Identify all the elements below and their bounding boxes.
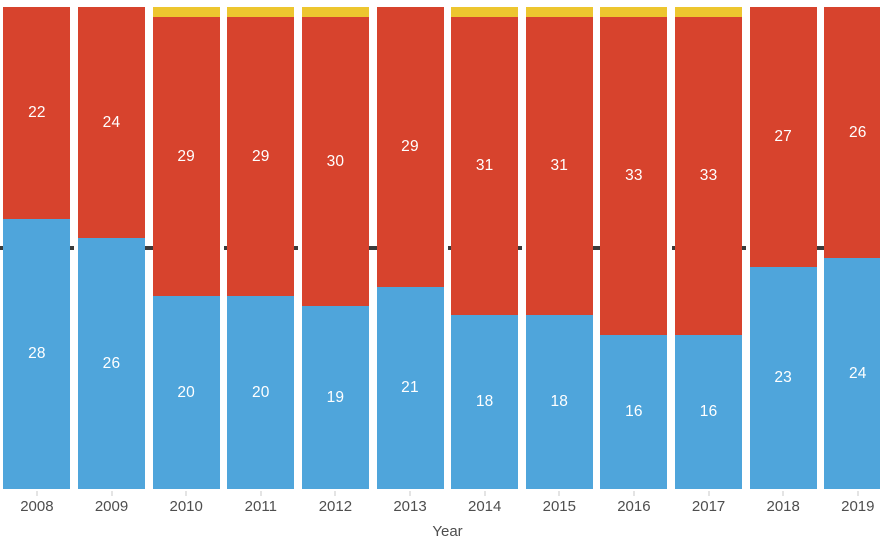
value-label-red-top-segment-2016: 33 (625, 166, 643, 184)
bar-2016: 16 33 (600, 7, 668, 489)
yellow-cap-segment-2014 (451, 7, 519, 17)
x-axis-label-2018: 2018 (766, 498, 800, 515)
value-label-red-top-segment-2015: 31 (550, 157, 569, 175)
x-axis-label-2008: 2008 (20, 498, 54, 515)
x-axis-label-2009: 2009 (94, 498, 129, 515)
value-label-blue-bottom-segment-2015: 18 (550, 393, 569, 411)
value-label-red-top-segment-2014: 31 (475, 157, 494, 175)
bar-2019: 24 26 (824, 7, 880, 489)
red-top-segment-2013: 29 (376, 7, 444, 287)
x-axis: 2008 2009 2010 2011 2012 2013 2014 2015 2016 2017… (0, 489, 880, 519)
yellow-cap-segment-2010 (152, 7, 220, 17)
value-label-blue-bottom-segment-2019: 24 (848, 364, 867, 382)
x-axis-label-2010: 2010 (169, 498, 203, 515)
blue-bottom-segment-2012: 19 (301, 305, 369, 489)
bar-2010: 20 29 (152, 7, 220, 489)
bar-2018: 23 27 (749, 7, 817, 489)
bar-2013: 21 29 (376, 7, 444, 489)
red-top-segment-2016: 33 (600, 16, 668, 335)
blue-bottom-segment-2015: 18 (525, 315, 593, 489)
x-axis-tick-2018 (782, 491, 784, 496)
yellow-cap-segment-2012 (301, 7, 369, 17)
bar-2017: 16 33 (675, 7, 743, 489)
value-label-red-top-segment-2008: 22 (28, 104, 46, 122)
blue-bottom-segment-2013: 21 (376, 286, 444, 489)
x-axis-label-2014: 2014 (468, 498, 502, 515)
x-axis-tick-2016 (633, 491, 635, 496)
red-top-segment-2008: 22 (3, 7, 71, 220)
yellow-cap-segment-2016 (600, 7, 668, 17)
x-axis-tick-2013 (409, 491, 411, 496)
bar-2015: 18 31 (525, 7, 593, 489)
plot-area: 28 22 26 24 20 29 20 29 19 30 21 29 18 31 18 31 16 33 16 33… (0, 7, 880, 489)
blue-bottom-segment-2018: 23 (749, 267, 817, 489)
x-axis-tick-2010 (185, 491, 187, 496)
value-label-blue-bottom-segment-2014: 18 (475, 393, 494, 411)
blue-bottom-segment-2011: 20 (227, 296, 295, 489)
value-label-blue-bottom-segment-2017: 16 (699, 403, 718, 421)
value-label-blue-bottom-segment-2008: 28 (28, 345, 46, 363)
red-top-segment-2010: 29 (152, 16, 220, 297)
x-axis-label-2015: 2015 (542, 498, 576, 515)
red-top-segment-2009: 24 (78, 7, 145, 239)
x-axis-tick-2011 (260, 491, 262, 496)
blue-bottom-segment-2010: 20 (152, 296, 220, 489)
red-top-segment-2019: 26 (824, 7, 880, 258)
blue-bottom-segment-2017: 16 (675, 334, 743, 489)
blue-bottom-segment-2016: 16 (600, 334, 668, 489)
x-axis-label-2011: 2011 (244, 498, 277, 515)
x-axis-label-2012: 2012 (318, 498, 353, 515)
red-top-segment-2015: 31 (525, 16, 593, 316)
bar-2014: 18 31 (451, 7, 519, 489)
red-top-segment-2014: 31 (451, 16, 519, 316)
red-top-segment-2017: 33 (675, 16, 743, 335)
bar-2011: 20 29 (227, 7, 295, 489)
x-axis-tick-2012 (334, 491, 336, 496)
x-axis-tick-2009 (111, 491, 112, 496)
value-label-red-top-segment-2018: 27 (774, 128, 793, 146)
x-axis-tick-2008 (36, 491, 38, 496)
value-label-blue-bottom-segment-2013: 21 (401, 379, 419, 397)
blue-bottom-segment-2014: 18 (451, 315, 519, 489)
x-axis-label-2017: 2017 (691, 498, 726, 515)
value-label-blue-bottom-segment-2012: 19 (326, 388, 345, 406)
bar-2012: 19 30 (301, 7, 369, 489)
value-label-red-top-segment-2013: 29 (401, 138, 419, 156)
value-label-red-top-segment-2010: 29 (177, 147, 196, 165)
x-axis-title: Year (432, 523, 463, 540)
x-axis-label-2016: 2016 (617, 498, 651, 515)
blue-bottom-segment-2009: 26 (78, 238, 145, 489)
red-top-segment-2012: 30 (301, 16, 369, 306)
value-label-red-top-segment-2011: 29 (251, 147, 270, 165)
yellow-cap-segment-2015 (525, 7, 593, 17)
x-axis-tick-2014 (484, 491, 486, 496)
red-top-segment-2018: 27 (749, 7, 817, 268)
bar-2008: 28 22 (3, 7, 71, 489)
value-label-red-top-segment-2009: 24 (102, 113, 121, 131)
red-top-segment-2011: 29 (227, 16, 295, 297)
value-label-blue-bottom-segment-2016: 16 (625, 403, 643, 421)
x-axis-tick-2019 (857, 491, 859, 496)
value-label-red-top-segment-2017: 33 (699, 166, 718, 184)
value-label-blue-bottom-segment-2010: 20 (177, 383, 196, 401)
blue-bottom-segment-2019: 24 (824, 257, 880, 489)
value-label-red-top-segment-2012: 30 (326, 152, 345, 170)
bar-2009: 26 24 (78, 7, 145, 489)
value-label-blue-bottom-segment-2009: 26 (102, 354, 121, 372)
x-axis-tick-2015 (558, 491, 560, 496)
x-axis-label-2013: 2013 (393, 498, 427, 515)
value-label-blue-bottom-segment-2011: 20 (251, 383, 270, 401)
value-label-blue-bottom-segment-2018: 23 (774, 369, 793, 387)
value-label-red-top-segment-2019: 26 (848, 123, 867, 141)
yellow-cap-segment-2017 (675, 7, 743, 17)
x-axis-label-2019: 2019 (841, 498, 875, 515)
x-axis-tick-2017 (708, 491, 710, 496)
blue-bottom-segment-2008: 28 (3, 219, 71, 489)
yellow-cap-segment-2011 (227, 7, 295, 17)
